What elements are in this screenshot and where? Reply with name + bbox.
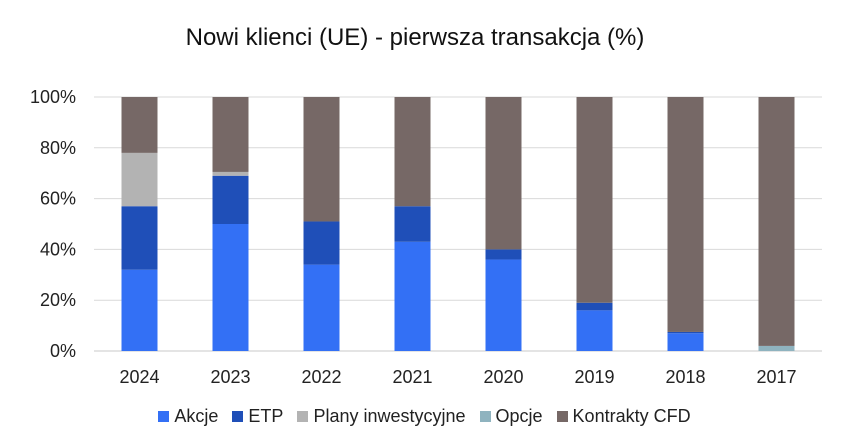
- legend-item: Plany inwestycyjne: [297, 406, 466, 427]
- legend-swatch: [158, 411, 170, 422]
- y-tick-label: 80%: [40, 138, 76, 158]
- legend-item: Kontrakty CFD: [556, 406, 691, 427]
- y-tick-label: 60%: [40, 189, 76, 209]
- bar-segment-etp: [394, 206, 431, 242]
- x-tick-label: 2020: [483, 367, 523, 387]
- bar-segment-akcje: [485, 259, 522, 351]
- x-tick-label: 2024: [119, 367, 159, 387]
- y-tick-label: 0%: [50, 341, 76, 361]
- legend-swatch: [479, 411, 491, 422]
- bar-segment-etp: [485, 249, 522, 260]
- bar-segment-kontrakty-cfd: [303, 97, 340, 222]
- bar-segment-akcje: [303, 264, 340, 351]
- bar-segment-kontrakty-cfd: [485, 97, 522, 250]
- legend-swatch: [556, 411, 568, 422]
- y-tick-label: 100%: [30, 87, 76, 107]
- x-tick-label: 2021: [392, 367, 432, 387]
- x-tick-label: 2022: [301, 367, 341, 387]
- y-tick-label: 20%: [40, 290, 76, 310]
- legend-label: Opcje: [495, 406, 543, 426]
- bar-segment-etp: [667, 331, 704, 334]
- legend-item: Akcje: [158, 406, 218, 427]
- bar-segment-plany-inwestycyjne: [212, 171, 249, 176]
- bar-segment-kontrakty-cfd: [667, 97, 704, 332]
- bar-segment-etp: [576, 302, 613, 311]
- chart-title: Nowi klienci (UE) - pierwsza transakcja …: [185, 24, 645, 51]
- legend-label: ETP: [248, 406, 284, 426]
- legend-item: ETP: [232, 406, 283, 427]
- x-tick-label: 2023: [210, 367, 250, 387]
- legend-item: Opcje: [479, 406, 543, 427]
- bar-segment-etp: [121, 206, 158, 270]
- x-tick-label: 2019: [574, 367, 614, 387]
- bar-segment-kontrakty-cfd: [576, 97, 613, 303]
- bar-segment-etp: [303, 221, 340, 265]
- bar-segment-kontrakty-cfd: [758, 97, 795, 346]
- bar-segment-akcje: [212, 224, 249, 351]
- bar-segment-plany-inwestycyjne: [121, 152, 158, 207]
- bar-segment-etp: [212, 175, 249, 224]
- bar-segment-kontrakty-cfd: [394, 97, 431, 207]
- bar-segment-akcje: [576, 310, 613, 351]
- y-tick-label: 40%: [40, 239, 76, 259]
- bar-segment-akcje: [121, 269, 158, 351]
- legend-swatch: [232, 411, 244, 422]
- x-tick-label: 2018: [665, 367, 705, 387]
- legend-swatch: [297, 411, 309, 422]
- legend-label: Kontrakty CFD: [572, 406, 691, 426]
- legend-label: Plany inwestycyjne: [313, 406, 466, 426]
- bar-segment-opcje: [758, 345, 795, 351]
- bar-segment-akcje: [394, 241, 431, 351]
- legend-label: Akcje: [174, 406, 219, 426]
- x-tick-label: 2017: [756, 367, 796, 387]
- bar-segment-kontrakty-cfd: [212, 97, 249, 172]
- chart-legend: Akcje ETP Plany inwestycyjne Opcje Kontrakty…: [0, 406, 849, 427]
- bar-segment-akcje: [667, 333, 704, 351]
- bar-segment-kontrakty-cfd: [121, 97, 158, 153]
